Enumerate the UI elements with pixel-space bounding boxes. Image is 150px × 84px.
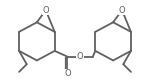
Text: O: O	[119, 6, 125, 15]
Text: O: O	[77, 52, 83, 61]
Text: O: O	[42, 6, 49, 15]
Text: O: O	[64, 69, 71, 78]
